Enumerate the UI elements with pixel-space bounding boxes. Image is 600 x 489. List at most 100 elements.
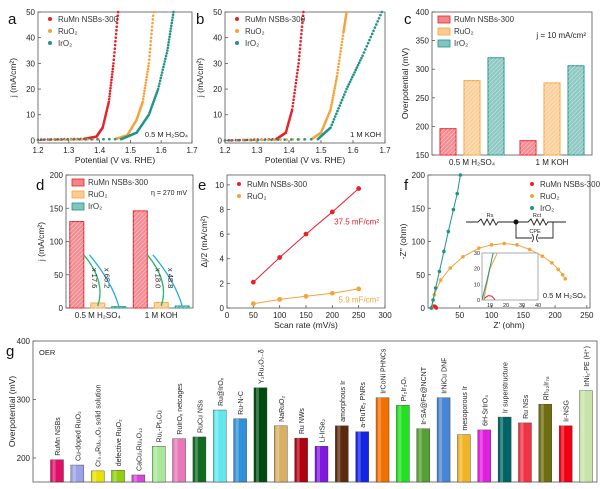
data-point: [69, 138, 73, 141]
data-point: [150, 32, 153, 36]
data-point: [369, 35, 373, 39]
x-tick-label: 0: [225, 311, 230, 320]
y-tick-label: 100: [412, 238, 426, 247]
data-point: [164, 57, 167, 61]
y-tick-label: 20: [213, 85, 222, 94]
data-point: [115, 29, 118, 32]
data-point: [455, 191, 460, 196]
x-tick-label: 200: [548, 311, 562, 320]
legend-label: RuO₂: [58, 27, 78, 36]
data-point: [168, 32, 172, 36]
data-point: [354, 68, 358, 72]
data-point: [296, 138, 300, 141]
legend-marker: [530, 194, 534, 198]
bar: [436, 397, 451, 483]
ratio-arrow: [88, 254, 120, 307]
y-tick-label: 350: [416, 37, 430, 46]
inset-x-tick-label: 40: [535, 303, 541, 309]
data-point: [112, 62, 115, 65]
bar: [375, 397, 390, 483]
y-tick-label: 40: [26, 34, 35, 43]
bar: [253, 387, 268, 483]
data-point: [330, 101, 334, 104]
data-point: [365, 45, 369, 48]
data-point: [111, 70, 114, 73]
data-point: [502, 241, 507, 246]
data-point: [110, 73, 114, 76]
electrolyte-label: 0.5 M H₂SO₄: [145, 130, 188, 139]
data-point: [114, 40, 117, 43]
data-point: [112, 54, 116, 58]
data-point: [158, 82, 161, 85]
circuit-label: Rct: [533, 213, 542, 219]
data-point: [110, 75, 114, 79]
data-point: [170, 24, 173, 28]
data-point: [345, 10, 348, 14]
y-tick-label: 10: [215, 181, 224, 190]
data-point: [347, 82, 351, 86]
equivalent-circuit: Rs Rct CPE: [466, 213, 566, 243]
bar: [274, 425, 288, 483]
data-point: [156, 87, 160, 91]
legend-swatch: [71, 178, 85, 187]
x-tick-label: 50: [249, 311, 258, 320]
bar: [477, 429, 491, 483]
data-point: [236, 138, 240, 142]
data-point: [295, 71, 299, 75]
data-point: [114, 32, 118, 36]
x-tick-label: 1.5: [315, 146, 327, 155]
bar-highlight: [357, 431, 361, 482]
x-tick-label: 1.2: [219, 146, 231, 155]
data-point: [285, 138, 289, 141]
data-point: [107, 97, 111, 101]
data-point: [349, 78, 353, 81]
bar: [90, 470, 105, 483]
y-tick-label: 10: [26, 111, 35, 120]
bar-label: Ru NWs: [299, 408, 306, 435]
bar: [172, 438, 186, 483]
legend-label: RuMn NSBs-300: [58, 15, 119, 24]
data-point: [116, 10, 120, 14]
data-point: [294, 85, 297, 88]
data-point: [339, 49, 342, 53]
data-point: [60, 138, 64, 141]
data-point: [243, 138, 247, 142]
circuit-node: [513, 219, 519, 225]
data-point: [329, 108, 332, 111]
data-point: [332, 118, 336, 121]
slope-label: 5.9 mF/cm²: [339, 295, 380, 304]
electrolyte-label: 1 M KOH: [350, 130, 381, 139]
data-point: [298, 51, 301, 54]
data-point: [167, 40, 170, 44]
data-point: [113, 43, 117, 47]
data-point: [143, 86, 147, 90]
bar: [111, 470, 125, 483]
y-tick-label: 150: [50, 204, 64, 213]
legend-label: IrO₂: [88, 202, 102, 211]
data-point: [336, 109, 339, 113]
data-point: [158, 79, 162, 83]
data-point: [370, 32, 374, 36]
data-point: [164, 54, 168, 58]
y-tick-label: 250: [416, 94, 430, 103]
legend-marker: [237, 194, 241, 198]
data-point: [298, 47, 302, 50]
data-point: [171, 13, 175, 17]
data-point: [170, 18, 174, 22]
ratio-label: x 17.6: [90, 268, 99, 288]
x-axis-label: Scan rate (mV/s): [274, 320, 338, 330]
ratio-arrow: [152, 254, 183, 307]
x-tick-label: 1.7: [379, 146, 391, 155]
legend-marker: [530, 206, 534, 210]
bar: [192, 436, 207, 483]
panel-label: c: [404, 11, 412, 28]
data-point: [151, 18, 155, 21]
panel-b: 0 10 20 30 40 50 1.2 1.3 1.4 1.5 1.6 1.7 Potential (…: [195, 8, 391, 165]
data-point: [297, 58, 301, 62]
y-axis-label: Δj/2 (mA/cm²): [199, 215, 209, 267]
bar-label: CaCu₃Ru₄O₁₂: [136, 428, 143, 471]
data-point: [150, 25, 154, 28]
bar-hatch: [440, 128, 456, 155]
y-tick-label: 2: [220, 279, 225, 288]
ratio-label: x 48.8: [166, 268, 175, 288]
